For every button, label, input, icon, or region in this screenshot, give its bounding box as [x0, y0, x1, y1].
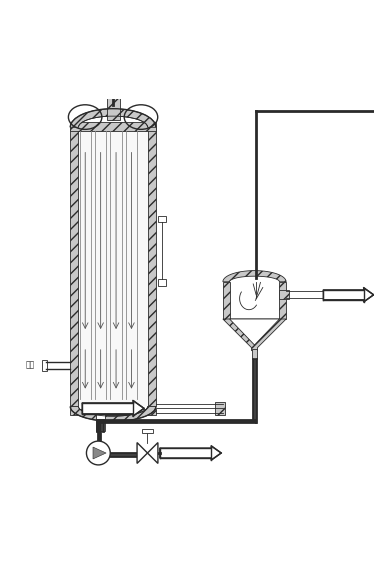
Bar [142, 429, 153, 433]
Bar [215, 401, 225, 415]
Polygon shape [230, 319, 279, 345]
Bar [70, 122, 156, 131]
Bar [279, 282, 286, 319]
Bar [78, 127, 148, 407]
Polygon shape [323, 288, 374, 302]
Text: 蚸汽: 蚸汽 [26, 360, 35, 369]
Polygon shape [160, 446, 221, 460]
Bar [252, 349, 258, 359]
Bar [42, 360, 47, 371]
Bar [148, 127, 156, 407]
Bar [106, 98, 120, 120]
Bar [158, 215, 166, 222]
Polygon shape [147, 443, 158, 464]
Circle shape [87, 441, 110, 465]
Polygon shape [82, 400, 144, 416]
Bar [279, 290, 290, 299]
Polygon shape [223, 319, 286, 351]
Bar [103, 93, 123, 98]
Polygon shape [93, 447, 106, 459]
Bar [96, 414, 105, 431]
Bar [158, 279, 166, 286]
Polygon shape [137, 443, 147, 464]
Bar [70, 409, 156, 416]
Polygon shape [70, 407, 156, 421]
Polygon shape [70, 108, 156, 127]
Polygon shape [223, 271, 286, 282]
Bar [230, 282, 279, 319]
Bar [70, 127, 78, 407]
Bar [223, 282, 230, 319]
